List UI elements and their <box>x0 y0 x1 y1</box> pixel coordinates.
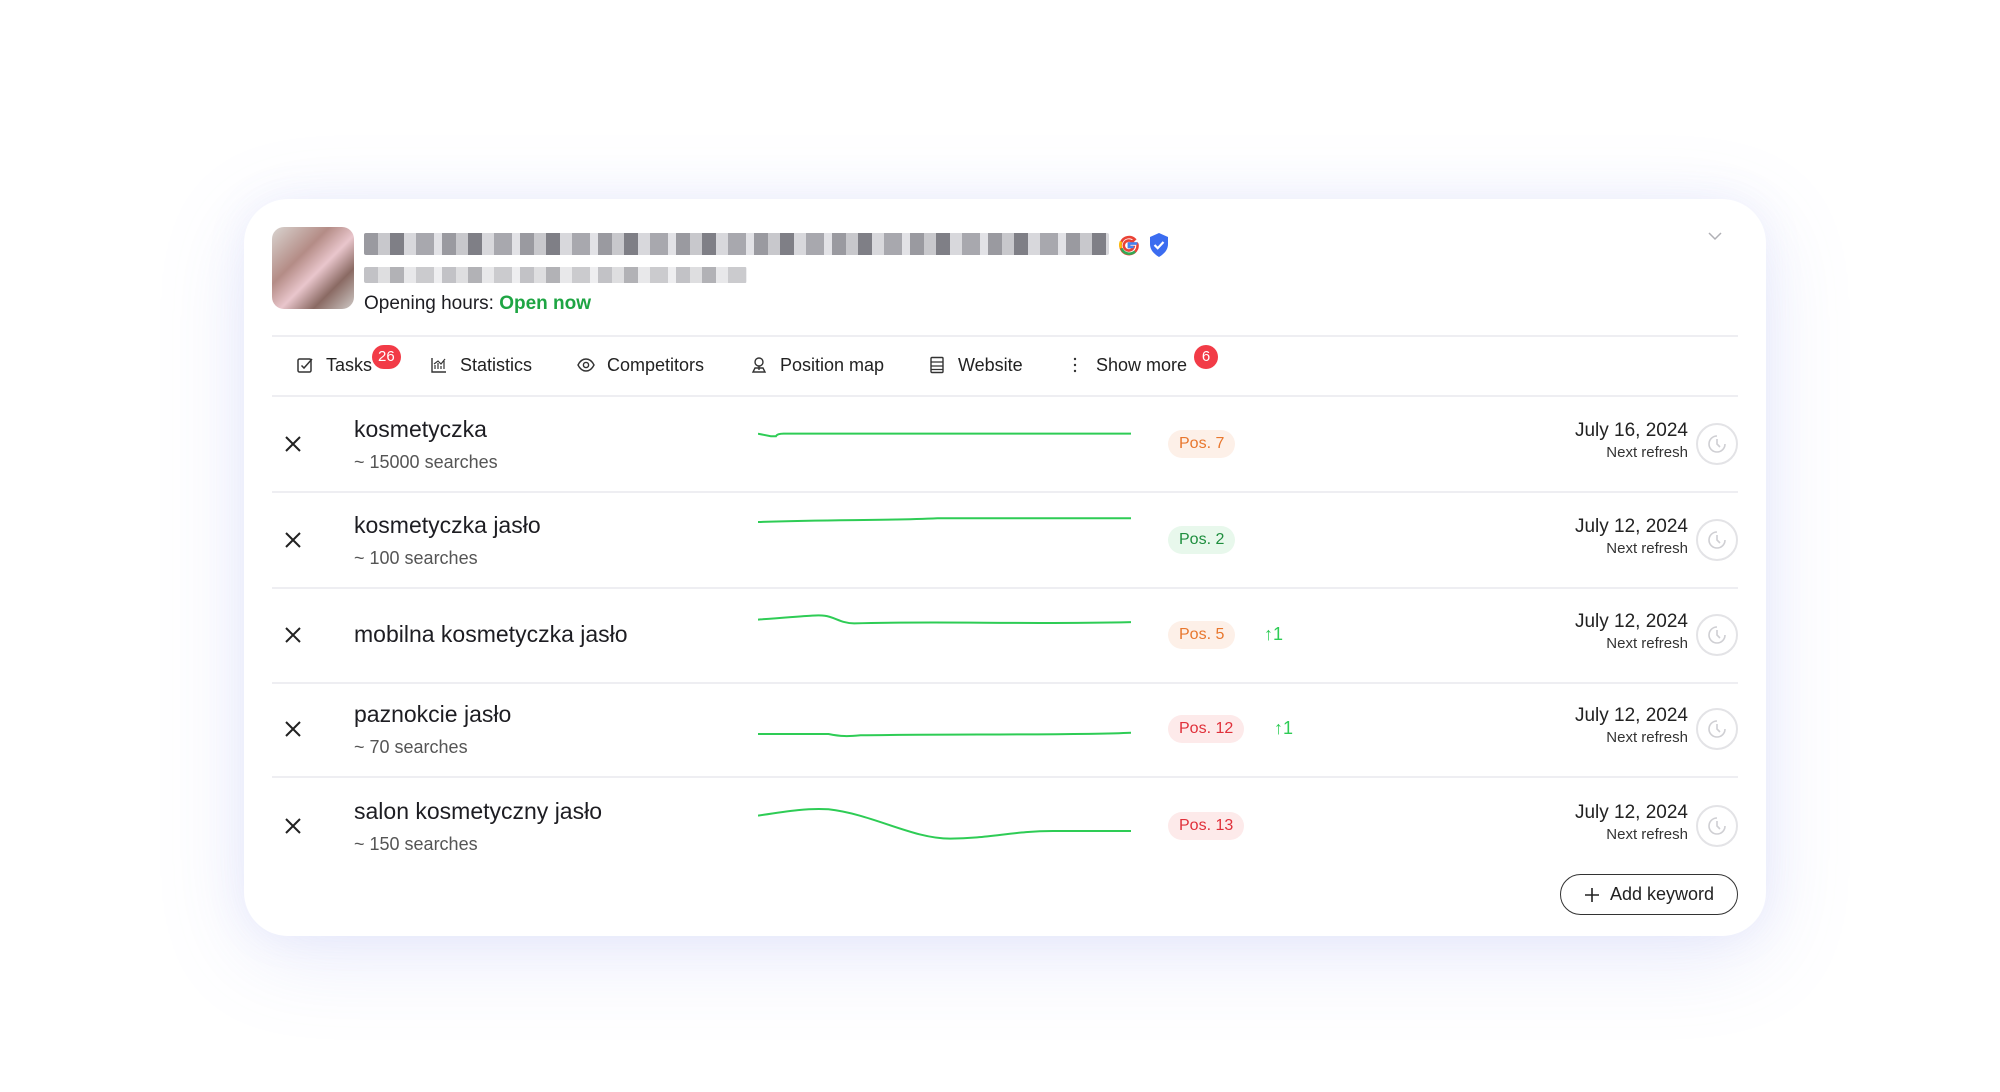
keyword-row: salon kosmetyczny jasło ~ 150 searches P… <box>272 778 1738 874</box>
position-sparkline <box>758 697 1131 748</box>
verified-shield-icon <box>1148 232 1170 258</box>
refresh-date: July 16, 2024 Next refresh <box>1575 420 1688 461</box>
blurred-business-address <box>364 267 747 283</box>
search-volume: ~ 100 searches <box>354 548 478 568</box>
website-icon <box>930 356 944 374</box>
tab-label: Statistics <box>460 354 533 375</box>
opening-hours: Opening hours: Open now <box>364 293 591 315</box>
tab-position-map[interactable]: Position map <box>750 352 884 378</box>
add-keyword-label: Add keyword <box>1609 884 1715 904</box>
blurred-business-name <box>364 233 1109 255</box>
refresh-clock-icon[interactable] <box>1696 423 1738 465</box>
position-sparkline <box>758 603 1131 654</box>
map-pin-icon <box>751 357 767 373</box>
tab-label: Show more <box>1096 354 1188 375</box>
position-sparkline <box>758 794 1131 845</box>
next-refresh-label: Next refresh <box>1606 540 1688 557</box>
tab-label: Position map <box>780 354 885 375</box>
tab-tasks[interactable]: Tasks <box>296 352 372 378</box>
tasks-count-badge: 26 <box>372 345 401 369</box>
position-badge: Pos. 7 <box>1168 430 1236 458</box>
tab-competitors[interactable]: Competitors <box>577 352 704 378</box>
position-badge: Pos. 12 <box>1168 715 1245 743</box>
divider <box>272 491 1738 493</box>
position-badge: Pos. 13 <box>1168 812 1245 840</box>
more-vertical-icon <box>1073 357 1077 373</box>
divider <box>272 682 1738 684</box>
position-badge: Pos. 5 <box>1168 621 1236 649</box>
position-change-up: ↑1 <box>1274 718 1294 738</box>
remove-keyword-icon[interactable] <box>282 718 304 740</box>
keyword-text: kosmetyczka <box>354 416 487 442</box>
refresh-date: July 12, 2024 Next refresh <box>1575 802 1688 843</box>
remove-keyword-icon[interactable] <box>282 433 304 455</box>
show-more-count-badge: 6 <box>1194 345 1218 369</box>
keyword-text: kosmetyczka jasło <box>354 512 541 538</box>
next-refresh-label: Next refresh <box>1606 444 1688 461</box>
refresh-clock-icon[interactable] <box>1696 614 1738 656</box>
plus-icon <box>1584 887 1599 902</box>
divider <box>272 335 1738 337</box>
refresh-clock-icon[interactable] <box>1696 805 1738 847</box>
next-refresh-label: Next refresh <box>1606 826 1688 843</box>
chevron-down-icon[interactable] <box>1708 228 1728 248</box>
refresh-date: July 12, 2024 Next refresh <box>1575 516 1688 557</box>
business-card <box>244 199 1766 936</box>
keyword-text: salon kosmetyczny jasło <box>354 798 602 824</box>
next-refresh-label: Next refresh <box>1606 635 1688 652</box>
search-volume: ~ 70 searches <box>354 737 468 757</box>
add-keyword-button[interactable]: Add keyword <box>1560 874 1738 915</box>
position-change-up: ↑1 <box>1264 624 1284 644</box>
divider <box>272 587 1738 589</box>
remove-keyword-icon[interactable] <box>282 815 304 837</box>
keyword-row: kosmetyczka ~ 15000 searches Pos. 7 July… <box>272 396 1738 493</box>
tab-website[interactable]: Website <box>928 352 1023 378</box>
search-volume: ~ 150 searches <box>354 834 478 854</box>
divider <box>272 776 1738 778</box>
eye-icon <box>577 358 595 372</box>
business-avatar <box>272 227 354 309</box>
keyword-text: paznokcie jasło <box>354 701 512 727</box>
keyword-text: mobilna kosmetyczka jasło <box>354 621 628 647</box>
date-text: July 12, 2024 <box>1574 516 1688 537</box>
keyword-row: mobilna kosmetyczka jasło Pos. 5 ↑1 July… <box>272 587 1738 684</box>
position-badge: Pos. 2 <box>1168 526 1236 554</box>
tab-statistics[interactable]: Statistics <box>430 352 532 378</box>
checkbox-icon <box>297 358 313 373</box>
tab-show-more[interactable]: Show more <box>1066 352 1187 378</box>
tab-label: Competitors <box>607 354 705 375</box>
tab-label: Website <box>958 354 1023 375</box>
date-text: July 12, 2024 <box>1574 705 1688 726</box>
next-refresh-label: Next refresh <box>1606 729 1688 746</box>
refresh-date: July 12, 2024 Next refresh <box>1575 705 1688 746</box>
search-volume: ~ 15000 searches <box>354 452 498 472</box>
keyword-row: kosmetyczka jasło ~ 100 searches Pos. 2 … <box>272 492 1738 589</box>
open-status: Open now <box>499 293 592 314</box>
refresh-clock-icon[interactable] <box>1696 708 1738 750</box>
remove-keyword-icon[interactable] <box>282 529 304 551</box>
position-sparkline <box>758 508 1131 559</box>
google-icon <box>1118 234 1140 256</box>
refresh-date: July 12, 2024 Next refresh <box>1575 611 1688 652</box>
date-text: July 12, 2024 <box>1574 611 1688 632</box>
date-text: July 16, 2024 <box>1574 420 1688 441</box>
position-sparkline <box>758 412 1131 463</box>
remove-keyword-icon[interactable] <box>282 624 304 646</box>
opening-hours-label: Opening hours: <box>364 293 494 314</box>
date-text: July 12, 2024 <box>1574 802 1688 823</box>
divider <box>272 395 1738 397</box>
keyword-row: paznokcie jasło ~ 70 searches Pos. 12 ↑1… <box>272 681 1738 778</box>
chart-icon <box>431 358 446 373</box>
tab-label: Tasks <box>326 354 373 375</box>
refresh-clock-icon[interactable] <box>1696 519 1738 561</box>
